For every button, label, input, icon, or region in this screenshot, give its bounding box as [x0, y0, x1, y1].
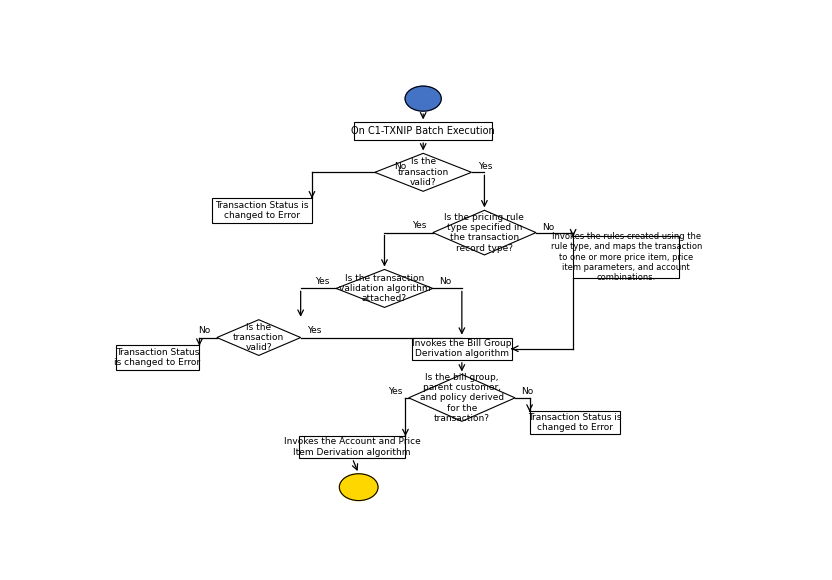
- FancyBboxPatch shape: [116, 345, 200, 370]
- Text: No: No: [542, 223, 555, 232]
- Circle shape: [339, 474, 378, 501]
- FancyBboxPatch shape: [299, 436, 405, 458]
- FancyBboxPatch shape: [354, 122, 493, 140]
- Text: Yes: Yes: [412, 222, 427, 230]
- Polygon shape: [336, 270, 433, 307]
- Text: Invokes the Bill Group
Derivation algorithm: Invokes the Bill Group Derivation algori…: [412, 339, 512, 358]
- Text: No: No: [522, 387, 534, 396]
- FancyBboxPatch shape: [412, 338, 512, 360]
- Text: Is the bill group,
parent customer,
and policy derived
for the
transaction?: Is the bill group, parent customer, and …: [420, 372, 504, 423]
- Polygon shape: [217, 320, 300, 356]
- Text: Invokes the Account and Price
Item Derivation algorithm: Invokes the Account and Price Item Deriv…: [284, 437, 421, 456]
- Text: On C1-TXNIP Batch Execution: On C1-TXNIP Batch Execution: [351, 126, 495, 136]
- Text: Invokes the rules created using the
rule type, and maps the transaction
to one o: Invokes the rules created using the rule…: [551, 232, 702, 282]
- Polygon shape: [433, 211, 536, 255]
- Text: Is the
transaction
valid?: Is the transaction valid?: [233, 322, 285, 353]
- Text: No: No: [439, 277, 452, 287]
- FancyBboxPatch shape: [530, 411, 620, 434]
- Text: Yes: Yes: [307, 327, 321, 335]
- Text: Yes: Yes: [478, 162, 493, 172]
- FancyBboxPatch shape: [212, 198, 312, 223]
- Circle shape: [405, 86, 441, 111]
- Text: Is the
transaction
valid?: Is the transaction valid?: [398, 157, 448, 187]
- Polygon shape: [375, 153, 472, 191]
- Text: Transaction Status
is changed to Error: Transaction Status is changed to Error: [115, 348, 201, 367]
- FancyBboxPatch shape: [573, 236, 680, 278]
- Text: Yes: Yes: [315, 277, 329, 287]
- Text: Transaction Status is
changed to Error: Transaction Status is changed to Error: [528, 413, 622, 432]
- Text: Yes: Yes: [388, 387, 402, 396]
- Polygon shape: [409, 375, 515, 421]
- Text: Is the transaction
validation algorithm
attached?: Is the transaction validation algorithm …: [339, 274, 430, 303]
- Text: Is the pricing rule
type specified in
the transaction
record type?: Is the pricing rule type specified in th…: [444, 212, 524, 253]
- Text: No: No: [394, 162, 407, 172]
- Text: No: No: [198, 327, 210, 335]
- Text: Transaction Status is
changed to Error: Transaction Status is changed to Error: [215, 201, 309, 220]
